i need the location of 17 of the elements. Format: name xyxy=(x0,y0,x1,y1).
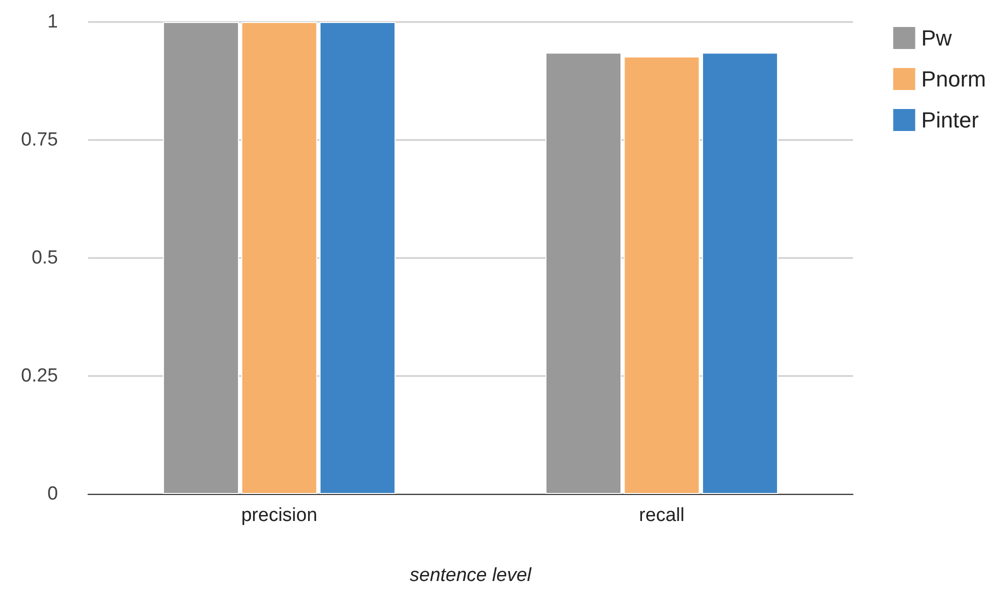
y-tick-label: 0.5 xyxy=(32,248,58,268)
y-tick-label: 0 xyxy=(47,484,58,504)
x-axis-title: sentence level xyxy=(410,565,532,586)
bar xyxy=(162,22,239,494)
legend-label: Pnorm xyxy=(921,66,986,92)
bar xyxy=(624,56,700,494)
bar xyxy=(545,52,622,494)
x-tick-label: recall xyxy=(639,505,684,526)
bar xyxy=(320,22,396,494)
y-tick-label: 0.25 xyxy=(21,366,58,386)
y-tick-label: 1 xyxy=(47,12,58,32)
legend-label: Pinter xyxy=(921,108,979,132)
legend-label: Pw xyxy=(921,26,952,50)
y-tick-label: 0.75 xyxy=(21,130,58,150)
bar xyxy=(702,52,778,494)
x-tick-label: precision xyxy=(241,505,318,526)
bar xyxy=(241,22,318,494)
